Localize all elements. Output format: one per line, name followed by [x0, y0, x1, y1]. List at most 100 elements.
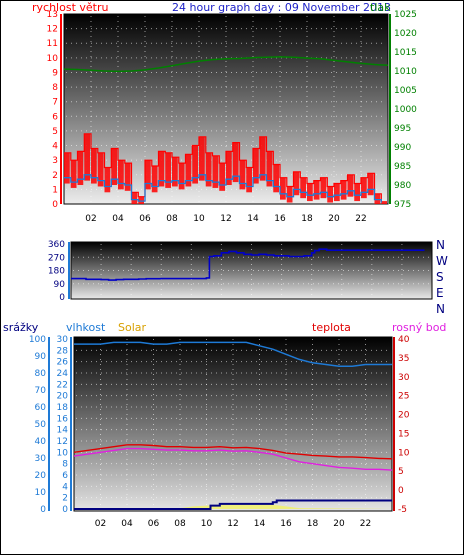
- solar-area: [74, 503, 392, 509]
- wind-speed-bar: [361, 177, 367, 199]
- direction-tick-label: 270: [48, 253, 65, 263]
- wind-speed-tick-label: 12: [47, 25, 58, 35]
- wind-speed-bar: [64, 152, 70, 184]
- wind-speed-bar: [226, 151, 232, 185]
- wind-speed-bar: [178, 163, 185, 190]
- humidity-tick-label: 28: [57, 346, 69, 356]
- x-tick-label: 10: [193, 214, 205, 224]
- wind-speed-bar: [138, 196, 144, 204]
- wind-speed-line: [64, 133, 382, 202]
- direction-tick-label: 180: [48, 267, 65, 277]
- rain-axis-title: srážky: [3, 321, 39, 334]
- x-tick-label: 20: [333, 519, 345, 529]
- wind-speed-tick-label: 8: [52, 83, 58, 93]
- temperature-tick-label: 40: [398, 335, 410, 345]
- x-tick-label: 14: [247, 214, 259, 224]
- wind-speed-tick-label: 6: [52, 112, 58, 122]
- wind-speed-tick-label: 3: [52, 156, 58, 166]
- x-tick-label: 06: [148, 519, 160, 529]
- wind-speed-bar: [259, 136, 266, 181]
- wind-speed-bar: [172, 157, 178, 187]
- wind-speed-tick-label: 11: [47, 39, 58, 49]
- wind-speed-bar: [381, 201, 387, 204]
- wind-speed-bar: [192, 145, 198, 184]
- compass-label: S: [436, 270, 444, 284]
- direction-tick-label: 0: [59, 293, 65, 303]
- graph-title: 24 hour graph day : 09 November 2013: [172, 1, 391, 14]
- wind-speed-bar: [77, 151, 84, 185]
- wind-speed-bar: [124, 163, 131, 191]
- x-tick-label: 16: [274, 214, 286, 224]
- pressure-tick-label: 1000: [394, 105, 417, 115]
- rain-tick-label: 60: [35, 403, 47, 413]
- pressure-tick-label: 975: [394, 200, 411, 210]
- x-tick-label: 18: [301, 214, 313, 224]
- wind-speed-bar: [313, 180, 320, 200]
- pressure-tick-label: 1025: [394, 10, 417, 20]
- temperature-tick-label: 20: [398, 411, 410, 421]
- wind-speed-axis-title: rychlost větru: [32, 1, 108, 14]
- wind-speed-bar: [239, 160, 246, 190]
- x-tick-label: 02: [95, 519, 106, 529]
- humidity-tick-label: 24: [57, 369, 69, 379]
- x-tick-label: 14: [254, 519, 266, 529]
- solar-legend-label: Solar: [118, 321, 147, 334]
- temperature-tick-label: 30: [398, 373, 410, 383]
- wind-speed-tick-label: 1: [52, 185, 58, 195]
- wind-speed-bar: [185, 154, 192, 187]
- humidity-line: [74, 341, 392, 367]
- wind-speed-bar: [286, 186, 293, 203]
- direction-series: [71, 248, 425, 281]
- wind-speed-tick-label: 13: [47, 10, 58, 20]
- wind-speed-bar: [84, 133, 90, 181]
- humidity-tick-label: 26: [57, 358, 69, 368]
- wind-speed-bar: [340, 180, 347, 200]
- x-tick-label: 10: [201, 519, 213, 529]
- wind-speed-bar: [273, 164, 279, 193]
- wind-speed-bar: [354, 183, 360, 202]
- wind-speed-tick-label: 10: [47, 54, 59, 64]
- wind-speed-bar: [205, 152, 212, 187]
- x-tick-label: 04: [121, 519, 133, 529]
- humidity-tick-label: 18: [57, 403, 69, 413]
- wind-speed-bar: [212, 155, 219, 188]
- pressure-axis-title: tlak: [370, 1, 391, 14]
- wind-speed-bar: [280, 177, 286, 200]
- wind-pressure-series: [63, 56, 389, 204]
- humidity-tick-label: 30: [57, 335, 69, 345]
- dew-point-line: [73, 447, 393, 471]
- x-tick-label: 06: [139, 214, 151, 224]
- temperature-tick-label: 5: [398, 467, 404, 477]
- wind-speed-bar: [97, 152, 104, 187]
- wind-speed-bar: [374, 193, 381, 204]
- humidity-temperature-grid: [76, 339, 390, 509]
- rain-tick-label: 20: [35, 471, 47, 481]
- temperature-tick-label: -5: [398, 505, 407, 515]
- compass-label: E: [436, 286, 444, 300]
- rain-tick-label: 70: [35, 386, 47, 396]
- temperature-line: [73, 444, 393, 460]
- rain-tick-label: 30: [35, 454, 47, 464]
- humidity-tick-label: 8: [62, 460, 68, 470]
- x-tick-label: 12: [220, 214, 231, 224]
- x-tick-label: 20: [328, 214, 340, 224]
- x-tick-label: 22: [360, 519, 371, 529]
- wind-speed-bar: [293, 171, 300, 196]
- average-wind-line: [64, 174, 382, 203]
- wind-speed-bar: [165, 152, 171, 188]
- pressure-tick-label: 995: [394, 124, 411, 134]
- humidity-tick-label: 2: [62, 494, 68, 504]
- rain-tick-label: 50: [35, 420, 47, 430]
- wind-speed-bar: [104, 167, 111, 193]
- wind-speed-bar: [327, 186, 333, 203]
- pressure-tick-label: 980: [394, 181, 411, 191]
- rain-tick-label: 10: [35, 488, 47, 498]
- wind-speed-tick-label: 2: [52, 171, 58, 181]
- x-tick-label: 08: [166, 214, 178, 224]
- wind-pressure-axes: 02 04 06 08 10 12 14 16 18 20 22012345678910111213…: [47, 10, 418, 224]
- wind-speed-bar: [232, 142, 239, 183]
- compass-label: W: [436, 254, 448, 268]
- temperature-tick-label: 25: [398, 392, 409, 402]
